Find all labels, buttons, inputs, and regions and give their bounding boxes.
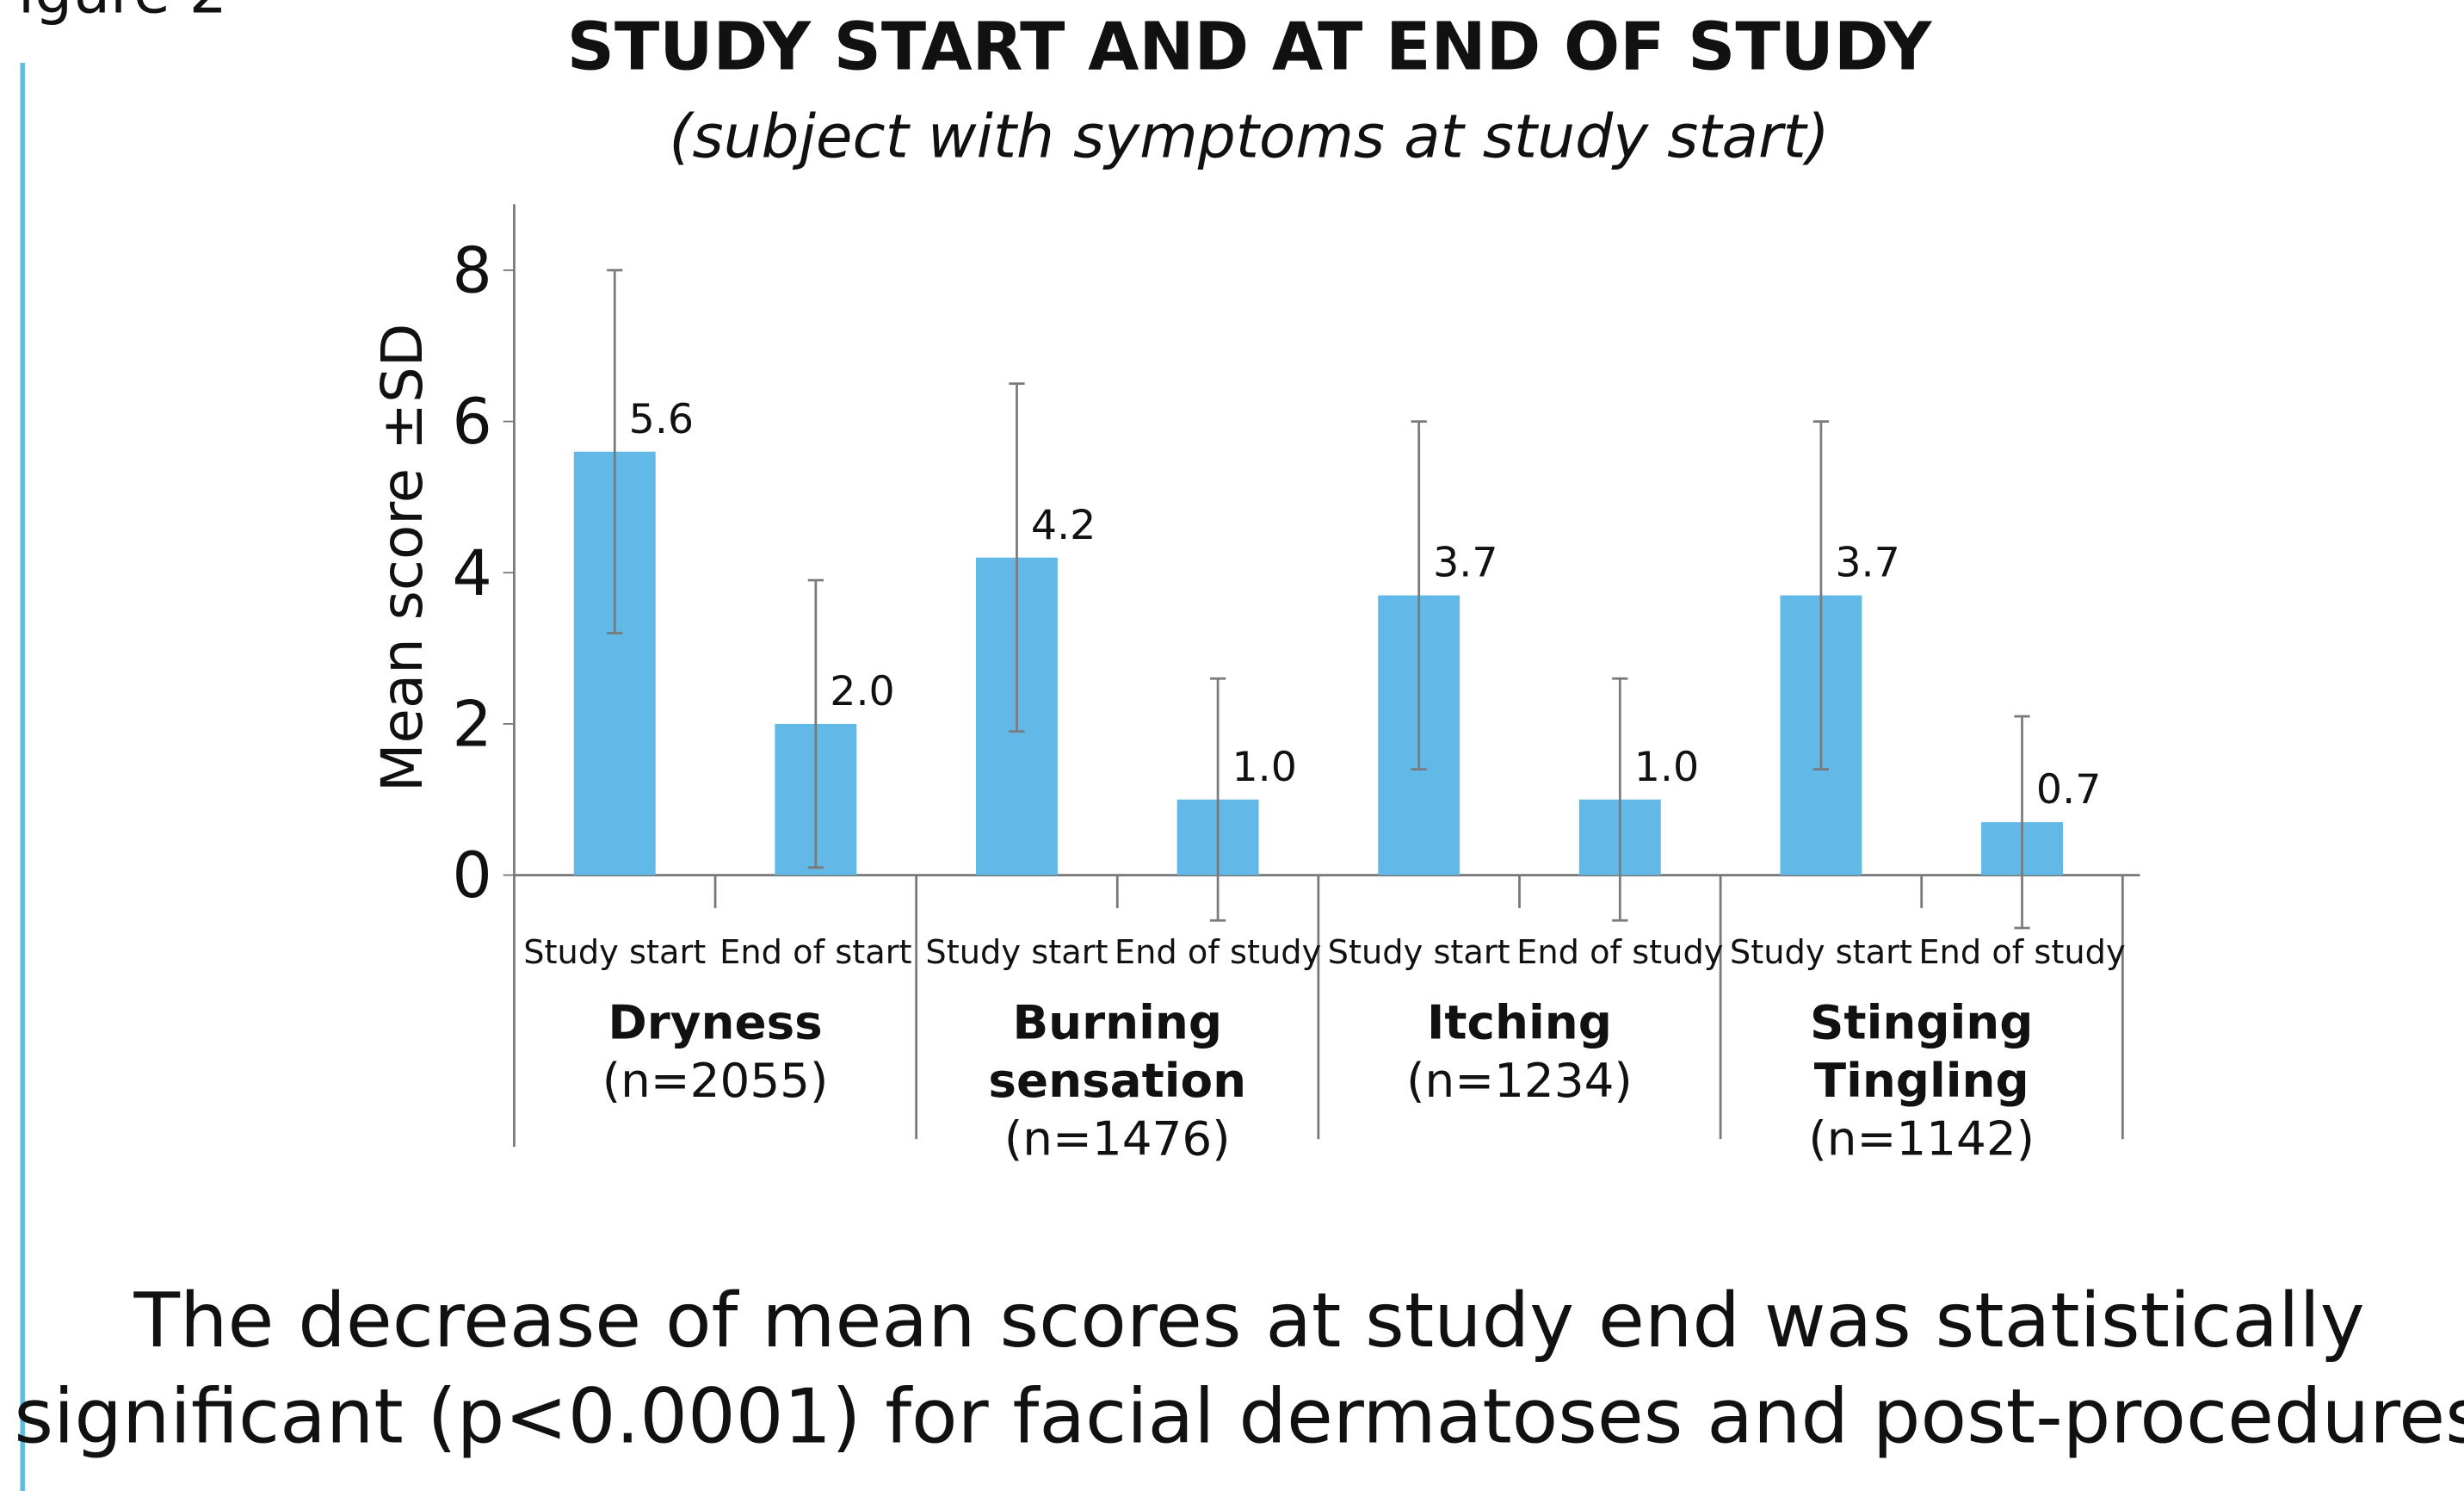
group-name: Dryness [608, 994, 822, 1049]
group-name: Itching [1427, 994, 1612, 1049]
y-tick-label: 2 [452, 688, 491, 761]
value-label: 1.0 [1232, 744, 1297, 791]
value-label: 3.7 [1433, 540, 1498, 587]
chart-subtitle: (subject with symptoms at study start) [669, 103, 1829, 172]
chart-title: STUDY START AND AT END OF STUDY [567, 9, 1933, 85]
x-tick-label: End of study [1516, 933, 1723, 972]
x-tick-label: Study start [523, 933, 706, 972]
x-tick-label: Study start [1730, 933, 1912, 972]
value-label: 1.0 [1634, 744, 1699, 791]
footnote: significant (p<0.0001) for facial dermat… [14, 1372, 2464, 1460]
value-label: 4.2 [1031, 502, 1096, 549]
group-name: Stinging [1810, 994, 2033, 1049]
value-label: 5.6 [629, 396, 694, 443]
group-name: sensation [988, 1053, 1246, 1108]
footnote: The decrease of mean scores at study end… [133, 1277, 2365, 1364]
value-label: 2.0 [830, 668, 894, 715]
y-axis-label: Mean score ±SD [370, 324, 435, 793]
y-tick-label: 4 [452, 537, 491, 610]
x-tick-label: Study start [1328, 933, 1510, 972]
group-name: Tingling [1814, 1053, 2029, 1108]
group-n: (n=2055) [602, 1053, 829, 1108]
group-n: (n=1142) [1808, 1111, 2035, 1166]
value-label: 3.7 [1835, 540, 1899, 587]
group-n: (n=1234) [1406, 1053, 1633, 1108]
figure-label: Figure 2 [0, 0, 227, 28]
y-tick-label: 8 [452, 234, 491, 307]
group-n: (n=1476) [1004, 1111, 1231, 1166]
y-tick-label: 6 [452, 386, 491, 459]
y-tick-label: 0 [452, 839, 491, 913]
x-tick-label: Study start [925, 933, 1108, 972]
x-tick-label: End of start [719, 933, 911, 972]
x-tick-label: End of study [1115, 933, 1321, 972]
x-tick-label: End of study [1918, 933, 2125, 972]
value-label: 0.7 [2036, 766, 2101, 814]
group-name: Burning [1012, 994, 1222, 1049]
